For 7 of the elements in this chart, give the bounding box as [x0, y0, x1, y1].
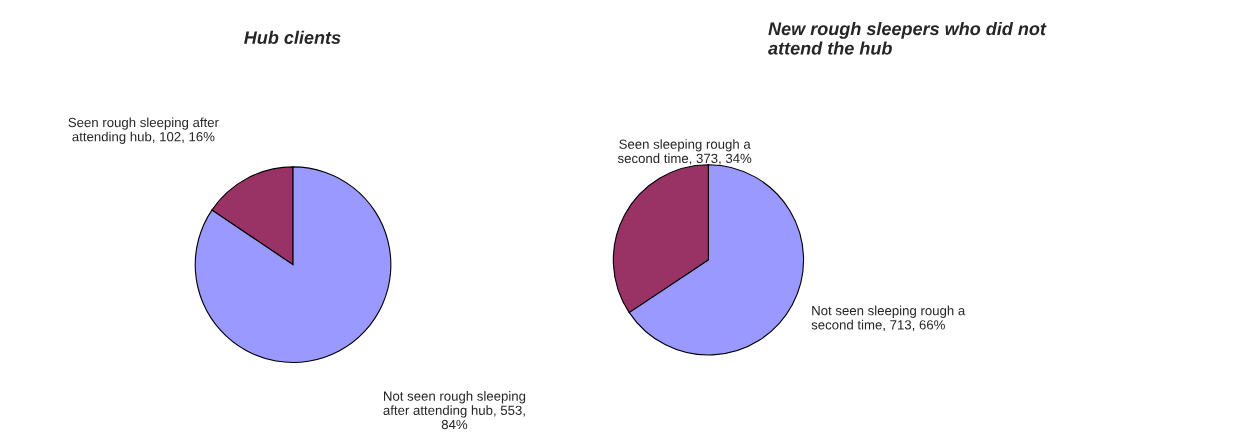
chart-title: Hub clients [244, 30, 341, 44]
pie-slice [194, 166, 392, 364]
chart-title: New rough sleepers who did not attend the hub [768, 21, 1047, 55]
slice-label: Seen rough sleeping after attending hub, 102, 16% [68, 117, 219, 144]
slice-label: Not seen rough sleeping after attending hub, 553, 84% [383, 391, 526, 430]
slice-label: Not seen sleeping rough a second time, 713, 66% [811, 305, 966, 332]
slice-label: Seen sleeping rough a second time, 373, 34% [617, 139, 752, 165]
